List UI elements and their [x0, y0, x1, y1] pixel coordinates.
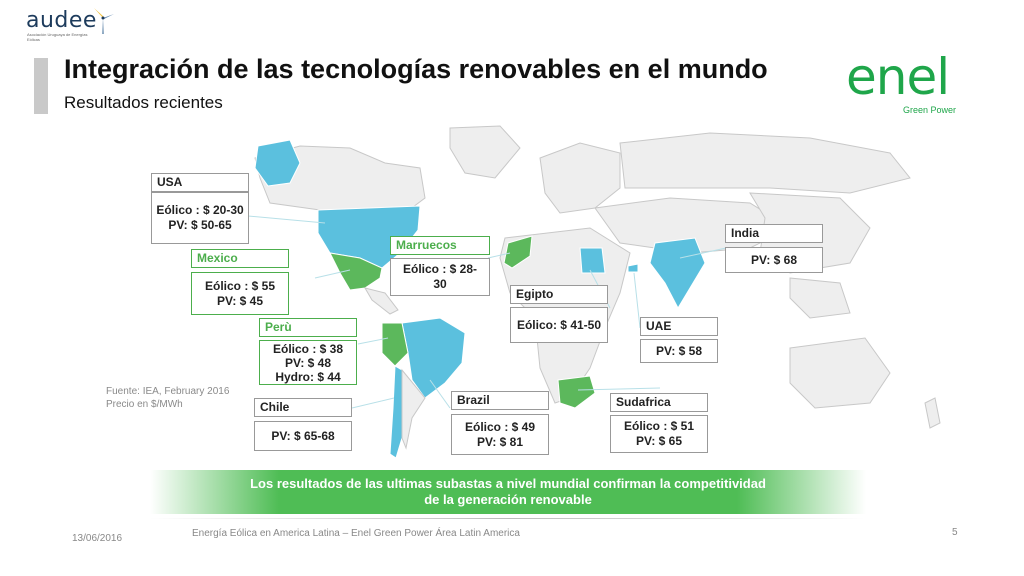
- callout-uae-label: UAE: [640, 317, 718, 336]
- title-accent-bar: [34, 58, 48, 114]
- map-peru: [381, 322, 409, 367]
- wind-turbine-icon: [94, 8, 114, 34]
- callout-usa-values: Eólico : $ 20-30 PV: $ 50-65: [151, 192, 249, 244]
- map-india: [649, 237, 706, 310]
- conclusion-banner: [150, 470, 866, 514]
- callout-peru-label: Perù: [259, 318, 357, 337]
- conclusion-line-2: de la generación renovable: [424, 492, 592, 507]
- callout-chile-label: Chile: [254, 398, 352, 417]
- map-argentina: [401, 368, 426, 450]
- callout-mexico-wind: Eólico : $ 55: [204, 278, 276, 293]
- map-europe: [539, 142, 621, 214]
- callout-egipto-values: Eólico: $ 41-50: [510, 307, 608, 343]
- callout-egipto-wind: Eólico: $ 41-50: [516, 317, 602, 332]
- footer-divider: [150, 518, 866, 519]
- conclusion-text: Los resultados de las ultimas subastas a…: [150, 476, 866, 508]
- callout-peru-values: Eólico : $ 38 PV: $ 48 Hydro: $ 44: [259, 340, 357, 385]
- map-chile: [389, 365, 403, 459]
- callout-marruecos-wind-cont: 30: [433, 277, 447, 291]
- map-south-africa: [557, 375, 596, 409]
- callout-marruecos-label: Marruecos: [390, 236, 490, 255]
- map-greenland: [449, 125, 521, 179]
- page-title: Integración de las tecnologías renovable…: [64, 54, 768, 84]
- callout-egipto-label: Egipto: [510, 285, 608, 304]
- callout-peru-wind: Eólico : $ 38: [272, 341, 344, 356]
- map-alaska: [254, 139, 301, 187]
- callout-sudafrica-pv: PV: $ 65: [635, 434, 683, 448]
- callout-usa-label: USA: [151, 173, 249, 192]
- map-egypt: [579, 247, 606, 274]
- map-new-zealand: [924, 397, 941, 429]
- enel-logo-subtitle: Green Power: [903, 105, 957, 115]
- callout-brazil-label: Brazil: [451, 391, 549, 410]
- audee-logo-subtitle: Asociación Uruguaya de Energías Eólicas: [27, 32, 88, 42]
- map-australia: [789, 337, 891, 409]
- callout-brazil-values: Eólico : $ 49 PV: $ 81: [451, 414, 549, 455]
- map-brazil: [401, 317, 466, 399]
- callout-sudafrica-values: Eólico : $ 51 PV: $ 65: [610, 415, 708, 453]
- callout-sudafrica-label: Sudafrica: [610, 393, 708, 412]
- callout-india-pv: PV: $ 68: [750, 252, 798, 267]
- callout-marruecos-values: Eólico : $ 28- 30: [390, 258, 490, 296]
- callout-sudafrica-wind: Eólico : $ 51: [623, 419, 695, 433]
- map-mexico: [329, 252, 383, 291]
- callout-peru-pv: PV: $ 48: [284, 355, 332, 370]
- callout-india-label: India: [725, 224, 823, 243]
- callout-india-values: PV: $ 68: [725, 247, 823, 273]
- callout-marruecos-wind: Eólico : $ 28-: [402, 262, 478, 276]
- source-line: Fuente: IEA, February 2016: [106, 386, 230, 397]
- footer-date: 13/06/2016: [72, 533, 123, 544]
- source-note: Fuente: IEA, February 2016 Precio en $/M…: [106, 385, 229, 411]
- enel-logo: enel: [846, 48, 950, 106]
- callout-brazil-pv: PV: $ 81: [476, 434, 524, 449]
- units-line: Precio en $/MWh: [106, 399, 183, 410]
- map-uae: [627, 263, 639, 273]
- audee-logo: audee: [26, 8, 97, 33]
- page-number: 5: [952, 527, 958, 538]
- callout-peru-hydro: Hydro: $ 44: [275, 369, 341, 384]
- map-se-asia: [789, 277, 851, 319]
- callout-uae-pv: PV: $ 58: [655, 343, 703, 358]
- callout-usa-pv: PV: $ 50-65: [168, 218, 232, 232]
- page-subtitle: Resultados recientes: [64, 93, 223, 112]
- callout-mexico-values: Eólico : $ 55 PV: $ 45: [191, 272, 289, 315]
- callout-chile-pv: PV: $ 65-68: [271, 428, 335, 443]
- map-central-america: [363, 287, 399, 315]
- map-morocco: [503, 235, 533, 269]
- callout-chile-values: PV: $ 65-68: [254, 421, 352, 451]
- conclusion-line-1: Los resultados de las ultimas subastas a…: [250, 476, 766, 491]
- callout-usa-wind: Eólico : $ 20-30: [156, 203, 244, 217]
- footer-caption: Energía Eólica en America Latina – Enel …: [192, 528, 520, 539]
- callout-mexico-label: Mexico: [191, 249, 289, 268]
- callout-brazil-wind: Eólico : $ 49: [464, 419, 536, 434]
- callout-uae-values: PV: $ 58: [640, 339, 718, 363]
- callout-mexico-pv: PV: $ 45: [216, 293, 264, 308]
- map-russia: [619, 132, 911, 194]
